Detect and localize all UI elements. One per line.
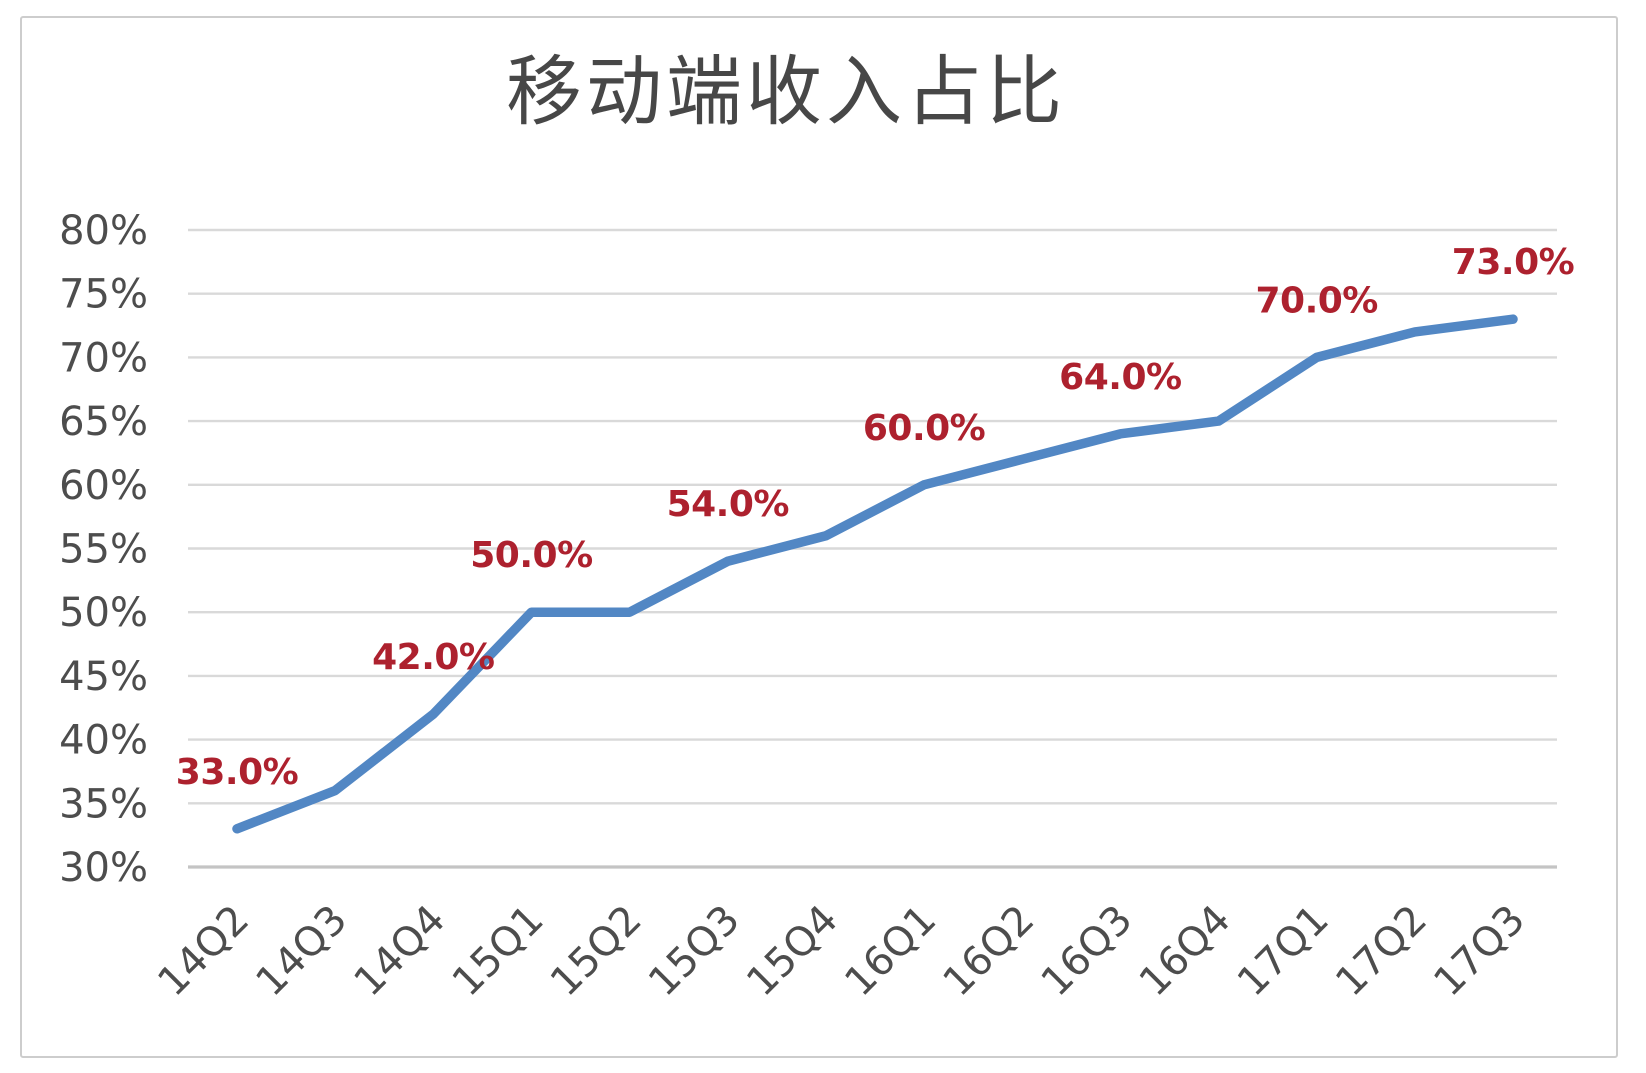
data-label: 33.0% (176, 752, 298, 793)
y-tick-label: 50% (59, 590, 148, 636)
x-tick-label: 15Q3 (640, 897, 749, 1006)
y-tick-label: 40% (59, 718, 148, 764)
y-tick-label: 70% (59, 335, 148, 381)
y-tick-label: 60% (59, 463, 148, 509)
x-tick-label: 17Q2 (1327, 897, 1436, 1006)
x-tick-label: 15Q1 (444, 897, 553, 1006)
series-line (232, 314, 1518, 834)
x-tick-label: 17Q1 (1229, 897, 1338, 1006)
x-tick-label: 15Q2 (542, 897, 651, 1006)
data-label: 50.0% (470, 535, 592, 576)
data-label: 73.0% (1452, 242, 1574, 283)
data-label: 54.0% (667, 484, 789, 525)
data-label: 64.0% (1059, 357, 1181, 398)
x-tick-label: 14Q2 (149, 897, 258, 1006)
y-tick-label: 65% (59, 399, 148, 445)
x-tick-label: 16Q2 (935, 897, 1044, 1006)
x-tick-label: 16Q4 (1131, 897, 1240, 1006)
x-tick-label: 14Q3 (247, 897, 356, 1006)
y-tick-label: 75% (59, 272, 148, 318)
x-tick-label: 15Q4 (738, 897, 847, 1006)
data-label: 42.0% (372, 637, 494, 678)
y-tick-label: 80% (59, 208, 148, 254)
x-tick-label: 14Q4 (346, 897, 455, 1006)
data-label: 60.0% (863, 408, 985, 449)
y-tick-label: 45% (59, 654, 148, 700)
y-tick-label: 30% (59, 845, 148, 891)
y-tick-label: 55% (59, 527, 148, 573)
data-label: 70.0% (1255, 280, 1377, 321)
y-tick-label: 35% (59, 781, 148, 827)
chart-title: 移动端收入占比 (506, 47, 1066, 136)
x-tick-label: 16Q3 (1033, 897, 1142, 1006)
x-tick-label: 16Q1 (836, 897, 945, 1006)
x-tick-label: 17Q3 (1425, 897, 1534, 1006)
